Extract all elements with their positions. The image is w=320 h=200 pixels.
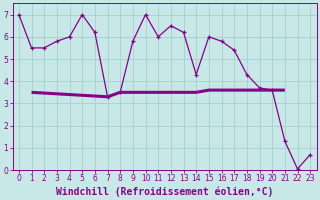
X-axis label: Windchill (Refroidissement éolien,°C): Windchill (Refroidissement éolien,°C) [56, 186, 273, 197]
